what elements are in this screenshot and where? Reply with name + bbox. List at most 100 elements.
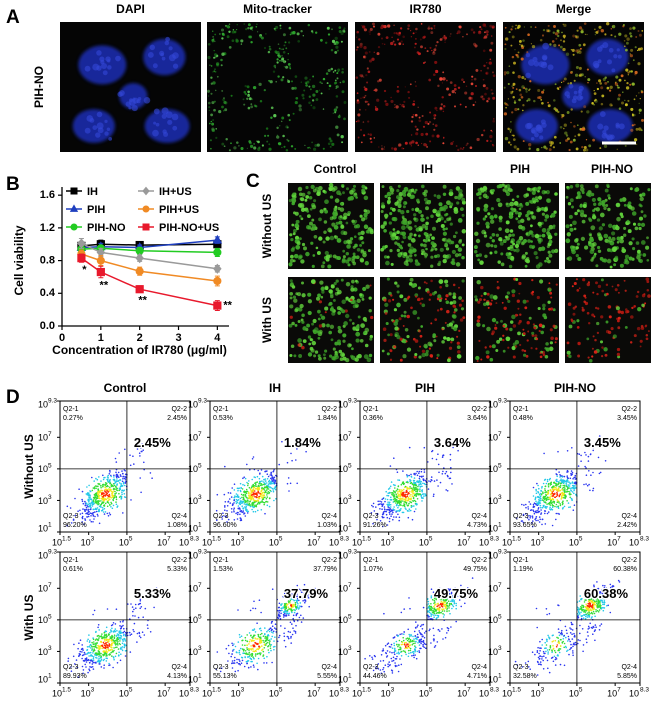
cell-dot xyxy=(574,211,578,216)
event-dot xyxy=(260,489,263,492)
stain-dot xyxy=(336,133,340,137)
x-tick-base: 10 xyxy=(307,537,317,547)
event-dot xyxy=(255,483,257,486)
cell-dot xyxy=(442,227,446,231)
cell-dot xyxy=(518,319,522,323)
cell-dot xyxy=(527,330,530,333)
cell-dot xyxy=(421,303,426,308)
cell-dot xyxy=(332,254,337,259)
stain-dot xyxy=(558,44,561,47)
stain-dot xyxy=(638,33,642,37)
event-dot xyxy=(546,503,548,505)
cell-dot xyxy=(535,264,541,269)
event-dot xyxy=(112,504,115,507)
event-dot xyxy=(597,456,600,459)
cell-dot xyxy=(575,183,580,188)
stain-dot xyxy=(461,78,464,81)
cell-dot xyxy=(615,202,620,207)
cell-dot xyxy=(438,299,442,302)
cell-dot xyxy=(297,343,301,347)
cell-dot xyxy=(293,354,297,358)
stain-dot xyxy=(321,82,323,85)
stain-dot xyxy=(373,89,375,92)
event-dot xyxy=(410,501,413,504)
event-dot xyxy=(74,514,77,517)
event-dot xyxy=(103,507,106,510)
cell-dot xyxy=(528,199,532,204)
event-dot xyxy=(419,488,421,491)
cell-dot xyxy=(509,201,515,207)
cell-dot xyxy=(346,187,349,191)
event-dot xyxy=(402,492,405,494)
event-dot xyxy=(390,515,392,517)
event-dot xyxy=(537,519,539,522)
stain-dot xyxy=(493,118,495,120)
cell-dot xyxy=(439,307,443,311)
cell-dot xyxy=(312,227,316,231)
stain-dot xyxy=(244,92,248,96)
event-dot xyxy=(384,500,386,503)
event-dot xyxy=(118,452,120,454)
panel-label: A xyxy=(6,7,20,28)
stain-dot xyxy=(417,144,420,147)
cell-dot xyxy=(332,347,336,351)
cell-dot xyxy=(501,301,504,304)
stain-dot xyxy=(315,31,318,34)
event-dot xyxy=(77,510,79,512)
event-dot xyxy=(391,513,393,515)
stain-dot xyxy=(523,45,525,47)
event-dot xyxy=(92,503,95,506)
event-dot xyxy=(404,498,406,501)
cell-dot xyxy=(337,311,342,315)
stain-dot xyxy=(600,102,604,106)
cell-dot xyxy=(450,240,455,245)
x-tick-base: 10 xyxy=(352,537,362,547)
stain-dot xyxy=(385,36,389,39)
event-dot xyxy=(428,480,430,482)
stain-dot xyxy=(272,70,276,73)
cell-dot xyxy=(295,219,300,224)
event-dot xyxy=(96,478,99,481)
stain-dot xyxy=(407,24,411,27)
stain-dot xyxy=(380,147,384,151)
stain-dot xyxy=(367,133,370,136)
cell-dot xyxy=(309,207,313,211)
cell-dot xyxy=(362,286,367,292)
stain-dot xyxy=(421,114,424,118)
stain-dot xyxy=(637,30,640,32)
x-tick-exponent: 8.3 xyxy=(340,536,349,543)
stain-dot xyxy=(635,95,638,97)
event-dot xyxy=(545,494,548,497)
nucleus-texture xyxy=(155,122,160,127)
event-dot xyxy=(566,500,568,502)
cell-dot xyxy=(537,207,542,212)
event-dot xyxy=(98,483,100,486)
stain-dot xyxy=(637,49,639,52)
event-dot xyxy=(140,491,142,494)
event-dot xyxy=(449,459,452,461)
cell-dot xyxy=(318,236,323,241)
event-dot xyxy=(564,490,566,492)
event-dot xyxy=(84,518,86,520)
stain-dot xyxy=(594,28,596,31)
event-dot xyxy=(81,500,84,503)
event-dot xyxy=(296,482,299,485)
event-dot xyxy=(275,474,277,477)
event-dot xyxy=(554,488,556,491)
flow-plot: Q2-10.36%Q2-23.64%Q2-391.26%Q2-44.73%3.6… xyxy=(338,398,499,548)
stain-dot xyxy=(576,29,579,32)
event-dot xyxy=(230,496,233,498)
nucleus-texture xyxy=(573,90,578,95)
event-dot xyxy=(109,498,111,501)
stain-dot xyxy=(627,71,630,74)
cell-dot xyxy=(421,224,427,229)
cell-dot xyxy=(460,307,465,311)
stain-dot xyxy=(624,34,628,38)
stain-dot xyxy=(355,48,358,51)
stain-dot xyxy=(465,144,468,147)
cell-dot xyxy=(514,243,520,249)
column-title: Mito-tracker xyxy=(243,2,312,16)
event-dot xyxy=(389,465,392,467)
stain-dot xyxy=(218,33,221,35)
cell-dot xyxy=(412,310,418,315)
